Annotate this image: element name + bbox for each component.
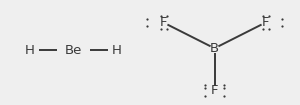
Text: Be: Be [65, 44, 82, 57]
Text: F: F [160, 16, 167, 29]
Text: H: H [112, 44, 122, 57]
Text: F: F [262, 16, 269, 29]
Text: H: H [25, 44, 35, 57]
Text: F: F [211, 84, 218, 97]
Text: B: B [210, 42, 219, 55]
